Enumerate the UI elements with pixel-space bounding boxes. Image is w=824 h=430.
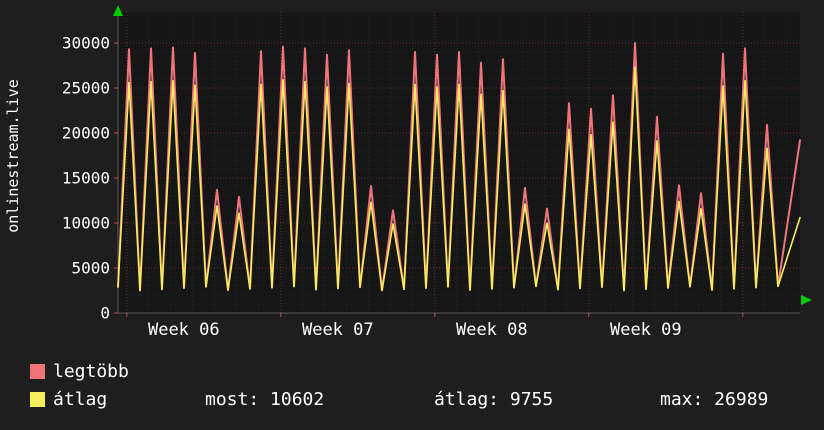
y-tick-label: 30000	[62, 34, 110, 53]
y-tick-label: 10000	[62, 214, 110, 233]
y-tick-label: 20000	[62, 124, 110, 143]
y-tick-label: 5000	[71, 259, 110, 278]
y-tick-label: 15000	[62, 169, 110, 188]
y-axis-arrow-icon	[113, 5, 123, 16]
series-atlag-line	[117, 66, 801, 292]
stat-atlag: átlag: 9755	[434, 389, 554, 410]
stat-most: most: 10602	[205, 389, 325, 410]
y-tick-label: 25000	[62, 79, 110, 98]
week-label: Week 07	[302, 320, 374, 340]
legend-swatch-legtobb	[30, 364, 45, 379]
week-label: Week 06	[148, 320, 220, 340]
week-label: Week 08	[456, 320, 528, 340]
time-series-chart: 0 5000 10000 15000 20000 25000 30000 Week 06 Wee…	[62, 5, 812, 340]
legend-label-legtobb: legtöbb	[53, 361, 129, 382]
legend-label-atlag: átlag	[53, 389, 108, 410]
stat-max: max: 26989	[660, 389, 769, 410]
y-tick-label: 0	[100, 304, 110, 323]
x-axis-arrow-icon	[801, 295, 812, 305]
week-label: Week 09	[610, 320, 682, 340]
legend-swatch-atlag	[30, 392, 45, 407]
